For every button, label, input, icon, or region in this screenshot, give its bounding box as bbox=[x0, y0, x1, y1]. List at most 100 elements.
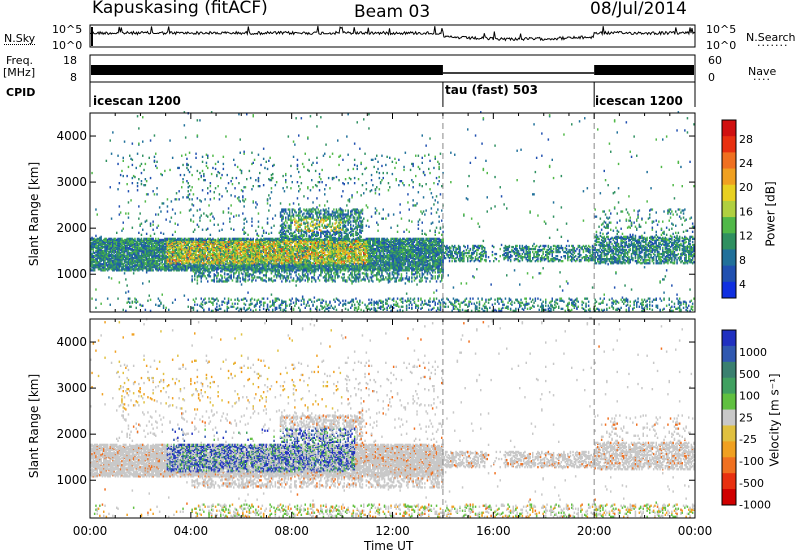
power-cell bbox=[256, 257, 258, 260]
power-cell bbox=[217, 256, 219, 259]
power-cell bbox=[134, 249, 136, 253]
power-cell bbox=[257, 298, 260, 301]
power-cell bbox=[296, 224, 299, 227]
power-cell bbox=[199, 304, 201, 307]
power-cell bbox=[240, 245, 243, 249]
power-cell bbox=[233, 158, 235, 161]
power-cell bbox=[178, 190, 180, 193]
power-cell bbox=[279, 213, 282, 216]
power-cell bbox=[266, 237, 269, 240]
power-cell bbox=[255, 264, 257, 267]
power-cell bbox=[236, 242, 239, 246]
power-cell bbox=[281, 299, 283, 302]
power-cell bbox=[95, 234, 97, 237]
power-cell bbox=[200, 248, 202, 252]
power-cell bbox=[236, 250, 239, 254]
power-cell bbox=[247, 291, 249, 294]
power-cell bbox=[149, 258, 152, 261]
power-cell bbox=[196, 134, 199, 137]
power-cell bbox=[91, 247, 93, 251]
power-cell bbox=[168, 256, 170, 259]
power-cell bbox=[298, 203, 300, 206]
power-cell bbox=[260, 242, 262, 246]
power-cell bbox=[292, 257, 295, 260]
power-cell bbox=[233, 256, 235, 259]
power-cell bbox=[97, 264, 100, 267]
power-cell bbox=[100, 243, 102, 247]
power-cell bbox=[113, 257, 115, 260]
power-cell bbox=[222, 251, 225, 255]
power-cell bbox=[123, 259, 126, 262]
power-cell bbox=[200, 174, 202, 178]
power-cell bbox=[273, 244, 275, 248]
power-cell bbox=[244, 274, 247, 277]
power-cell bbox=[240, 254, 243, 257]
power-cell bbox=[240, 237, 243, 240]
power-cell bbox=[199, 208, 201, 211]
power-cell bbox=[246, 237, 248, 240]
power-cell bbox=[234, 237, 236, 240]
power-cell bbox=[99, 246, 101, 250]
power-cell bbox=[118, 254, 121, 257]
power-cell bbox=[294, 252, 296, 256]
power-cell bbox=[295, 242, 297, 246]
power-cell bbox=[200, 302, 202, 305]
power-cell bbox=[244, 264, 247, 267]
power-cell bbox=[291, 232, 293, 235]
power-cell bbox=[188, 151, 191, 154]
power-cell bbox=[221, 303, 223, 306]
power-cell bbox=[223, 269, 226, 272]
power-cell bbox=[239, 260, 241, 263]
power-cell bbox=[200, 297, 202, 300]
power-cell bbox=[90, 268, 92, 271]
power-cell bbox=[227, 258, 230, 261]
power-cell bbox=[255, 246, 257, 250]
power-cell bbox=[144, 200, 147, 203]
power-cell bbox=[225, 259, 227, 262]
power-cell bbox=[191, 306, 193, 309]
power-cell bbox=[296, 278, 299, 281]
power-cell bbox=[127, 249, 130, 253]
power-cell bbox=[126, 284, 128, 287]
power-cell bbox=[300, 234, 303, 237]
power-cell bbox=[165, 218, 167, 221]
power-cell bbox=[288, 273, 291, 276]
power-cell bbox=[273, 238, 275, 242]
freq-block-2 bbox=[594, 65, 694, 75]
small-panels bbox=[89, 24, 696, 107]
power-cell bbox=[249, 308, 252, 311]
power-cell bbox=[104, 268, 106, 271]
power-cell bbox=[200, 237, 202, 240]
power-cell bbox=[218, 171, 221, 175]
power-cell bbox=[303, 302, 305, 305]
power-cell bbox=[129, 154, 131, 157]
power-cell bbox=[127, 290, 130, 293]
power-cell bbox=[142, 154, 144, 157]
power-cell bbox=[106, 297, 109, 300]
power-cell bbox=[257, 185, 260, 188]
power-cell bbox=[287, 235, 290, 238]
power-cell bbox=[275, 306, 278, 309]
power-cell bbox=[135, 255, 137, 258]
power-cell bbox=[298, 170, 300, 174]
power-cell bbox=[147, 193, 149, 196]
power-cell bbox=[248, 248, 251, 252]
power-cell bbox=[166, 198, 169, 201]
power-cell bbox=[162, 304, 165, 307]
power-cell bbox=[262, 157, 265, 160]
power-cell bbox=[303, 238, 305, 242]
power-cell bbox=[191, 173, 193, 177]
power-cell bbox=[265, 240, 267, 244]
power-cell bbox=[231, 249, 234, 253]
power-cell bbox=[196, 303, 199, 306]
power-cell bbox=[274, 273, 277, 276]
power-cell bbox=[213, 217, 215, 220]
power-cell bbox=[132, 268, 135, 271]
power-cell bbox=[173, 259, 175, 262]
power-cell bbox=[209, 190, 212, 193]
power-cell bbox=[92, 250, 95, 254]
power-cell bbox=[274, 214, 277, 217]
power-cell bbox=[226, 301, 228, 304]
power-cell bbox=[95, 260, 97, 263]
power-cell bbox=[204, 256, 206, 259]
